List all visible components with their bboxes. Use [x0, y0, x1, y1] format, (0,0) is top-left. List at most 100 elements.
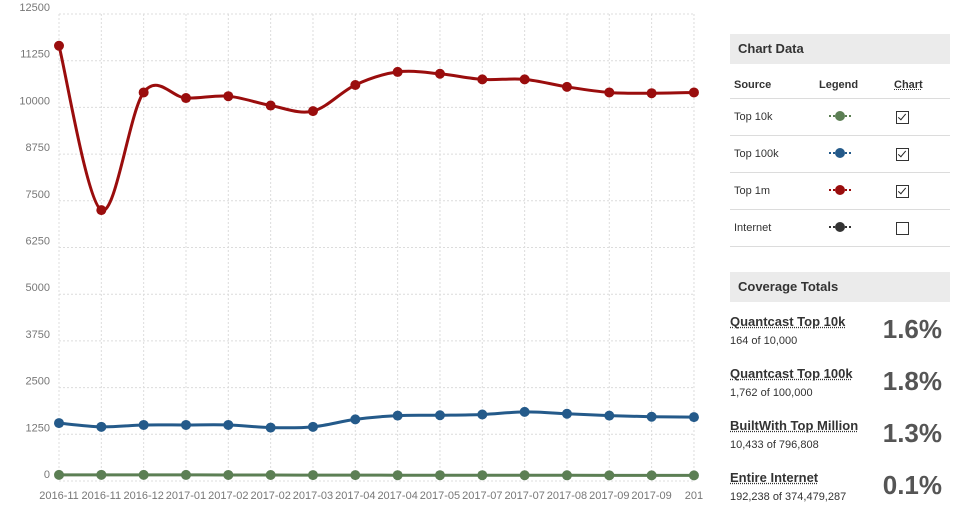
data-point-top100k	[561, 408, 572, 419]
legend-row-top-10k: Top 10k	[730, 98, 950, 136]
source-header: Source	[730, 72, 815, 99]
x-tick-label: 2016-12	[123, 490, 163, 502]
data-point-top1m	[265, 100, 276, 111]
coverage-item: Entire Internet 192,238 of 374,479,287 0…	[730, 470, 950, 522]
coverage-percent: 1.8%	[882, 366, 942, 396]
y-tick-label: 10000	[19, 95, 50, 107]
data-point-top10k	[180, 469, 191, 480]
data-point-top100k	[96, 421, 107, 432]
coverage-percent: 1.6%	[882, 314, 942, 344]
source-label: Top 10k	[730, 98, 815, 136]
y-tick-label: 11250	[20, 49, 50, 61]
data-point-top100k	[180, 419, 191, 430]
coverage-totals-panel: Coverage Totals Quantcast Top 10k 164 of…	[730, 272, 950, 522]
data-point-top10k	[604, 470, 615, 481]
legend-row-internet: Internet	[730, 209, 950, 247]
data-point-top10k	[265, 470, 276, 481]
y-tick-label: 12500	[19, 2, 50, 14]
x-tick-label: 2017-07	[504, 490, 544, 502]
data-point-top1m	[307, 106, 318, 117]
data-point-top100k	[307, 421, 318, 432]
data-point-top10k	[646, 470, 657, 481]
chart-data-title: Chart Data	[730, 34, 950, 64]
legend-row-top-100k: Top 100k	[730, 135, 950, 173]
data-point-top100k	[688, 412, 699, 423]
x-tick-label: 2016-11	[39, 490, 79, 502]
coverage-item: Quantcast Top 10k 164 of 10,000 1.6%	[730, 314, 950, 366]
data-point-top1m	[561, 81, 572, 92]
y-tick-label: 1250	[26, 422, 50, 434]
y-tick-label: 3750	[26, 329, 50, 341]
legend-header-row: Source Legend Chart	[730, 72, 950, 99]
source-label: Top 100k	[730, 135, 815, 173]
data-point-top10k	[350, 470, 361, 481]
y-tick-label: 8750	[26, 142, 50, 154]
data-point-top1m	[96, 205, 107, 216]
data-point-top100k	[646, 411, 657, 422]
x-tick-label: 201	[685, 490, 703, 502]
legend-swatch	[829, 110, 851, 121]
x-tick-label: 2017-02	[208, 490, 248, 502]
data-point-top10k	[96, 469, 107, 480]
chart-header[interactable]: Chart	[890, 72, 950, 99]
x-tick-label: 2016-11	[82, 490, 122, 502]
data-point-top1m	[138, 87, 149, 98]
coverage-source-link[interactable]: Quantcast Top 100k	[730, 366, 853, 381]
data-point-top10k	[307, 470, 318, 481]
x-tick-label: 2017-01	[166, 490, 206, 502]
data-point-top100k	[223, 419, 234, 430]
coverage-count: 192,238 of 374,479,287	[730, 491, 847, 503]
line-chart: 0 1250 2500 3750 5000 6250 7500 8750 10000 11250 1…	[19, 2, 703, 502]
coverage-item: BuiltWith Top Million 10,433 of 796,808 …	[730, 418, 950, 470]
data-point-top10k	[138, 469, 149, 480]
data-point-top1m	[350, 79, 361, 90]
series-line-top10k	[58, 473, 694, 477]
x-tick-label: 2017-04	[335, 490, 375, 502]
data-point-top10k	[477, 470, 488, 481]
legend-swatch	[829, 221, 851, 232]
chart-toggle-checkbox[interactable]	[896, 184, 909, 198]
x-tick-label: 2017-08	[547, 490, 587, 502]
data-point-top100k	[265, 422, 276, 433]
data-point-top10k	[561, 470, 572, 481]
series-line-top1m	[57, 45, 694, 212]
data-point-top100k	[434, 410, 445, 421]
data-point-top1m	[688, 87, 699, 98]
series-line-top100k	[58, 410, 694, 430]
coverage-item: Quantcast Top 100k 1,762 of 100,000 1.8%	[730, 366, 950, 418]
x-tick-label: 2017-04	[377, 490, 417, 502]
coverage-source-link[interactable]: Entire Internet	[730, 470, 819, 485]
chart-toggle-checkbox[interactable]	[896, 221, 909, 235]
x-tick-label: 2017-07	[462, 490, 502, 502]
data-point-top1m	[519, 74, 530, 85]
data-point-top100k	[138, 419, 149, 430]
data-point-top100k	[350, 414, 361, 425]
coverage-percent: 0.1%	[882, 470, 942, 500]
coverage-count: 1,762 of 100,000	[730, 387, 813, 399]
data-point-top1m	[54, 40, 64, 51]
source-label: Top 1m	[730, 172, 815, 210]
coverage-source-link[interactable]: Quantcast Top 10k	[730, 314, 846, 329]
data-point-top1m	[223, 91, 234, 102]
y-tick-label: 0	[44, 469, 50, 481]
legend-row-top-1m: Top 1m	[730, 172, 950, 210]
y-tick-label: 5000	[26, 282, 50, 294]
y-tick-label: 2500	[26, 376, 50, 388]
source-label: Internet	[730, 209, 815, 247]
coverage-source-link[interactable]: BuiltWith Top Million	[730, 418, 859, 433]
legend-header: Legend	[815, 72, 890, 99]
data-point-top10k	[688, 470, 699, 481]
x-tick-label: 2017-09	[589, 490, 629, 502]
chart-toggle-checkbox[interactable]	[896, 147, 909, 161]
y-tick-label: 6250	[26, 236, 50, 248]
legend-table: Source Legend Chart Top 10k Top 100k Top…	[730, 72, 950, 247]
x-tick-label: 2017-09	[631, 490, 671, 502]
coverage-totals-title: Coverage Totals	[730, 272, 950, 302]
x-tick-label: 2017-03	[293, 490, 333, 502]
data-point-top1m	[392, 66, 403, 77]
data-point-top100k	[392, 410, 403, 421]
data-point-top1m	[604, 87, 615, 98]
chart-toggle-checkbox[interactable]	[896, 110, 909, 124]
data-point-top10k	[519, 470, 530, 481]
legend-swatch	[829, 184, 851, 195]
